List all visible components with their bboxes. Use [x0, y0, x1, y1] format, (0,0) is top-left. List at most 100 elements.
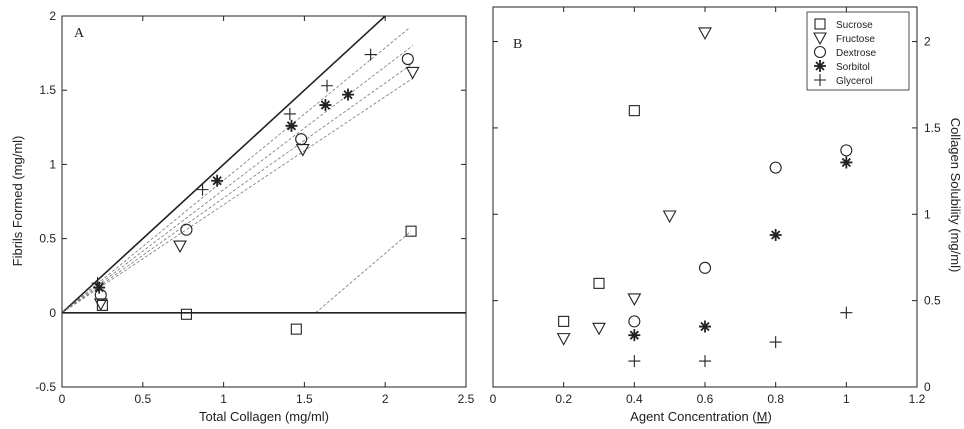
panel-a-y-tick-label: 0.5: [39, 232, 56, 246]
panel-a-x-axis-label: Total Collagen (mg/ml): [199, 409, 329, 424]
legend-box: [806, 11, 910, 91]
panel-a-point-square: [290, 323, 302, 335]
panel-b-y-axis-label: Collagen Solubility (mg/ml): [948, 118, 963, 273]
panel-a-point-plus: [364, 48, 377, 61]
panel-a-y-tick-label: 2: [49, 9, 56, 23]
panel-b-legend: Sucrose Fructose Dextrose Sorbitol Glycerol: [806, 11, 910, 91]
panel-b-y-tick-label: 1.5: [924, 121, 941, 135]
panel-b-point-plus: [699, 355, 711, 368]
panel-a-y-axis-label: Fibrils Formed (mg/ml): [10, 136, 25, 267]
panel-a-point-circle: [401, 52, 414, 66]
panel-a-x-tick-label: 0.5: [134, 392, 151, 406]
panel-a-x-tick-label: 2.5: [458, 392, 475, 406]
panel-b-x-tick-label: 1: [843, 392, 850, 406]
panel-a-point-star: [342, 88, 355, 101]
panel-b-y-tick-label: 0.5: [924, 294, 941, 308]
panel-a-y-tick-label: -0.5: [35, 380, 56, 394]
panel-a-y-tick-label: 1: [49, 157, 56, 171]
panel-a-point-square: [180, 308, 192, 320]
panel-a-point-plus: [91, 277, 104, 290]
panel-a-point-triangle: [405, 66, 420, 80]
panel-b-y-tick-label: 2: [924, 35, 931, 49]
panel-b-x-axis-label-unit: M: [757, 409, 768, 424]
panel-a-point-star: [319, 99, 332, 112]
panel-b-point-plus: [769, 336, 782, 349]
panel-a-frame: [61, 15, 467, 388]
panel-b-point-circle: [698, 261, 712, 274]
panel-a-label: A: [74, 26, 85, 41]
panel-a-point-plus: [321, 79, 334, 92]
panel-a-x-tick-label: 2: [382, 392, 389, 406]
panel-b-x-axis-label-text: Agent Concentration (: [630, 409, 757, 424]
panel-a-y-tick-label: 0: [49, 306, 56, 320]
panel-a-x-tick-label: 1.5: [296, 392, 313, 406]
panel-b-point-triangle: [627, 293, 642, 307]
panel-a-point-plus: [283, 107, 296, 120]
legend-label: Sorbitol: [836, 62, 870, 73]
panel-b-point-square: [558, 315, 570, 327]
panel-a-line: [315, 230, 412, 314]
panel-b: 0 0.2 0.4 0.6 0.8 1 1.200.511.52 B Agent Conce…: [490, 6, 963, 424]
panel-b-y-tick-label: 0: [924, 380, 931, 394]
panel-a-line: [61, 63, 413, 314]
legend-label: Glycerol: [836, 76, 873, 87]
panel-b-point-triangle: [698, 27, 712, 41]
legend-marker-square: [814, 18, 826, 30]
panel-a-point-triangle: [93, 298, 108, 312]
panel-b-x-axis-label-close: ): [767, 409, 771, 424]
panel-b-ticks: 0 0.2 0.4 0.6 0.8 1 1.200.511.52: [490, 7, 941, 406]
panel-b-y-tick-label: 1: [924, 207, 931, 221]
panel-a-point-square: [405, 225, 417, 237]
legend-label: Fructose: [836, 34, 875, 45]
panel-a-points: [91, 48, 420, 335]
legend-marker-triangle: [813, 32, 827, 46]
panel-a-point-triangle: [295, 144, 310, 157]
panel-a-line: [61, 45, 413, 314]
panel-b-x-tick-label: 0.8: [767, 392, 784, 406]
panel-b-point-plus: [628, 355, 641, 368]
legend-marker-star: [814, 60, 826, 72]
panel-b-point-plus: [840, 306, 853, 319]
panel-a-x-tick-label: 1: [220, 392, 227, 406]
panel-a-line: [61, 27, 410, 314]
panel-a-line: [61, 15, 386, 314]
panel-a-point-star: [93, 281, 106, 294]
panel-a-point-triangle: [173, 240, 187, 254]
panel-a-point-star: [285, 119, 298, 132]
panel-b-point-square: [593, 277, 605, 289]
panel-b-point-star: [699, 320, 711, 333]
panel-b-point-star: [840, 156, 853, 169]
panel-b-point-star: [769, 229, 782, 241]
panel-a-x-tick-label: 0: [59, 392, 66, 406]
legend-marker-plus: [814, 74, 826, 86]
panel-b-point-circle: [769, 161, 782, 174]
panel-a-fit-lines: [61, 15, 466, 314]
panel-a: 0 0.5 1 1.5 2 2.5-0.500.511.52 A Total Collag…: [10, 9, 475, 424]
panel-b-x-tick-label: 0: [490, 392, 497, 406]
panel-a-y-tick-label: 1.5: [39, 83, 56, 97]
panel-b-x-tick-label: 0.4: [626, 392, 643, 406]
panel-a-point-plus: [196, 183, 209, 196]
panel-b-point-circle: [628, 315, 641, 328]
panel-a-point-circle: [180, 223, 193, 236]
panel-b-x-tick-label: 0.6: [697, 392, 714, 406]
panel-a-point-circle: [295, 133, 308, 146]
legend-marker-circle: [813, 45, 827, 59]
panel-b-x-tick-label: 0.2: [555, 392, 572, 406]
panel-b-point-square: [628, 105, 640, 117]
panel-b-points: [556, 27, 853, 368]
panel-a-ticks: 0 0.5 1 1.5 2 2.5-0.500.511.52: [35, 9, 474, 406]
legend-label: Dextrose: [836, 48, 876, 59]
panel-b-point-triangle: [662, 210, 677, 224]
panel-b-point-circle: [840, 144, 853, 157]
panel-b-point-triangle: [556, 333, 571, 346]
panel-b-x-tick-label: 1.2: [909, 392, 926, 406]
legend-label: Sucrose: [836, 20, 873, 31]
panel-a-point-star: [211, 174, 224, 187]
panel-b-x-axis-label: Agent Concentration (M): [630, 409, 772, 424]
panel-a-line: [61, 77, 413, 314]
panel-b-point-triangle: [592, 322, 606, 336]
panel-b-label: B: [513, 37, 522, 52]
panel-b-point-star: [628, 329, 641, 342]
